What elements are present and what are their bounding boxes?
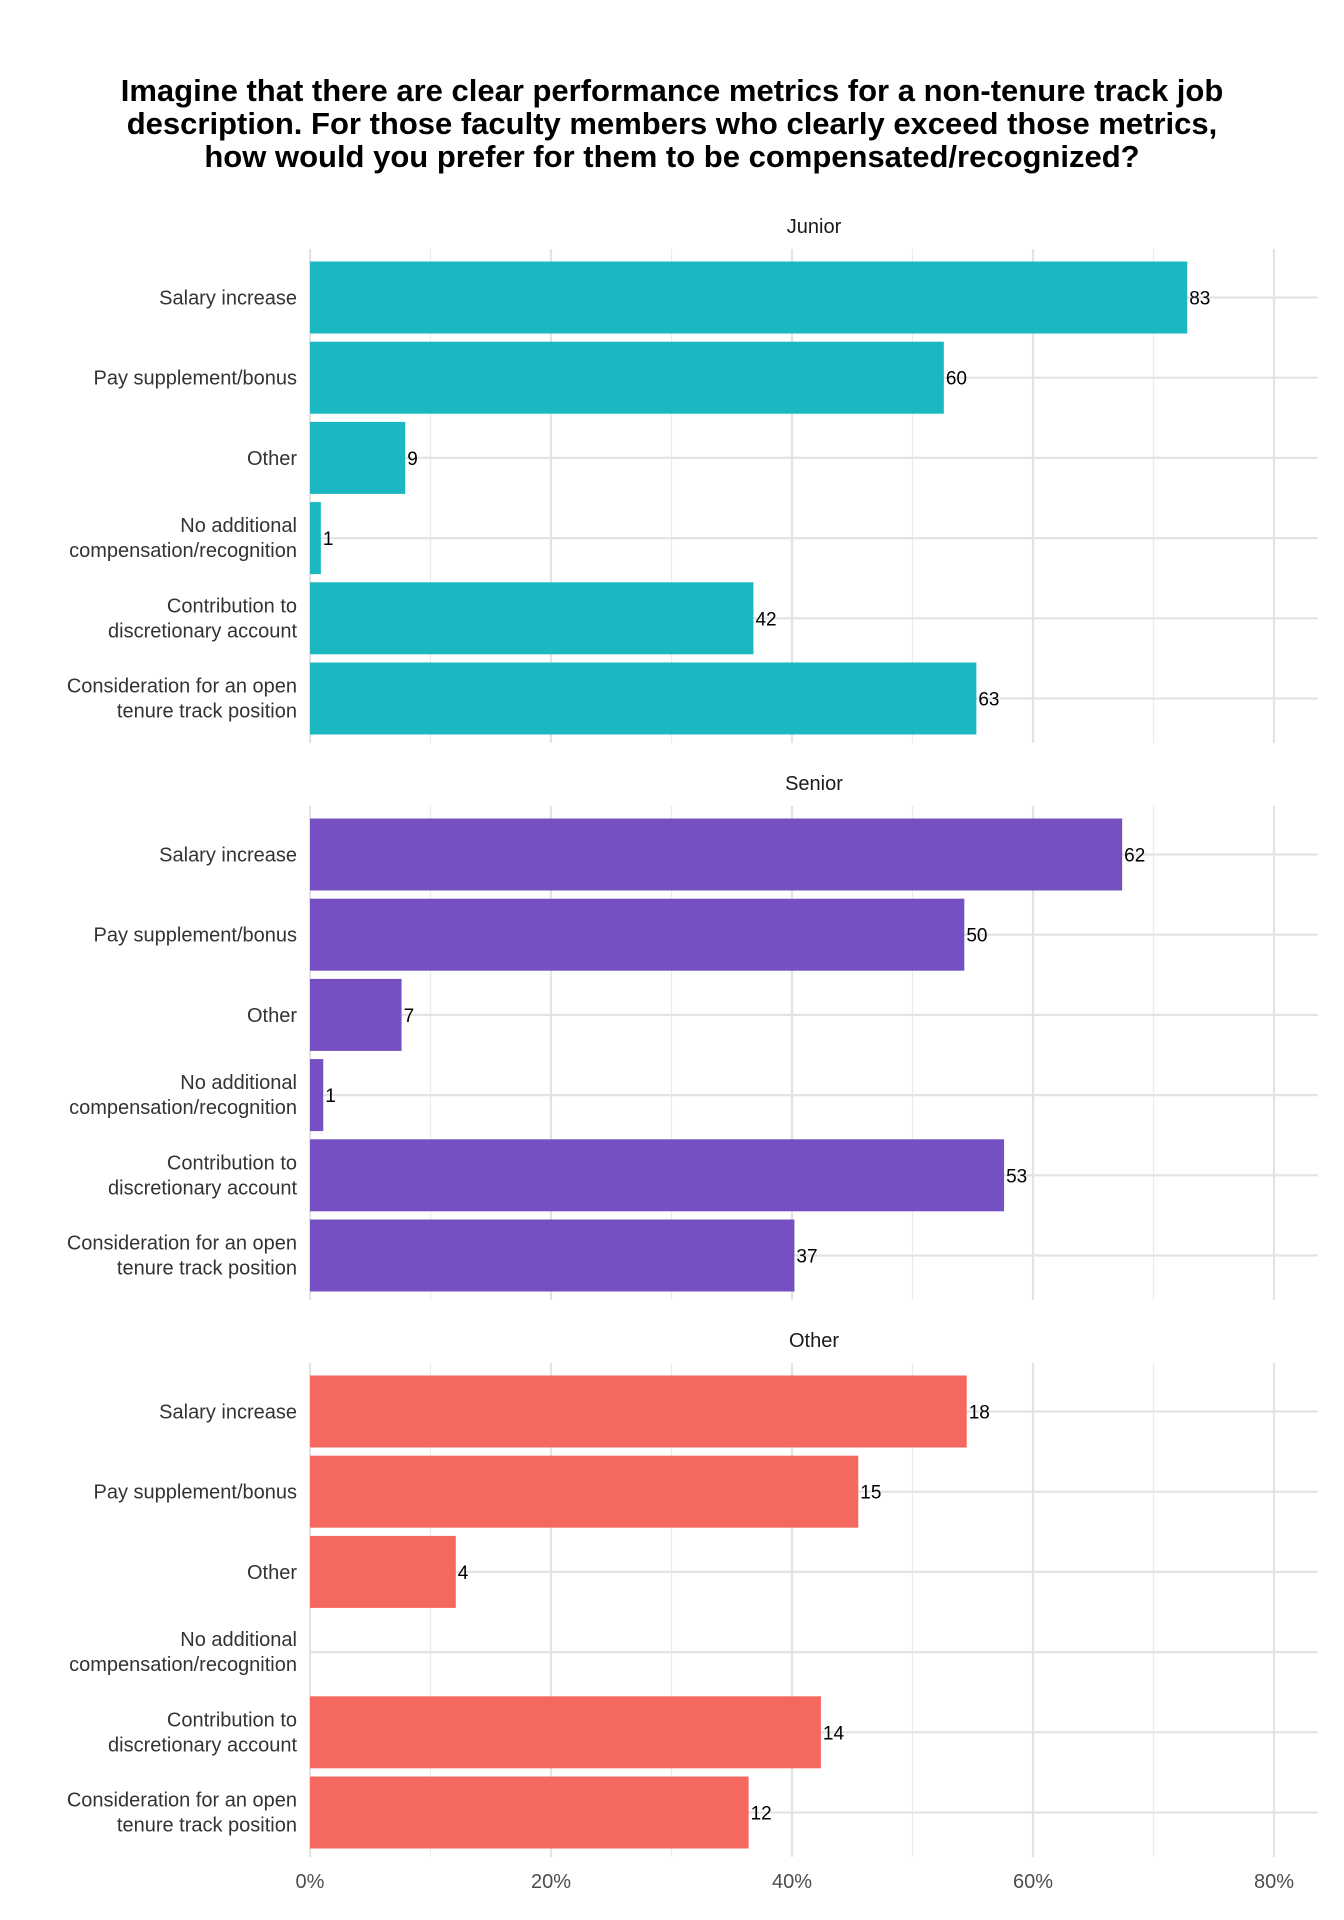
bar [310,261,1188,334]
facet-strip-label: Other [789,1330,839,1352]
category-label: Consideration for an open tenure track po… [67,1233,297,1280]
category-label: Other [247,1562,297,1584]
bar-value-label: 15 [860,1483,881,1504]
category-label: Pay supplement/bonus [94,925,297,947]
x-tick-label: 60% [1013,1871,1053,1893]
bar [310,818,1123,891]
category-label: Contribution to discretionary account [108,1152,297,1199]
bar [310,582,754,655]
bar-value-label: 37 [796,1247,817,1268]
bar [310,662,977,735]
bar-value-label: 1 [323,529,334,550]
bar [310,978,402,1051]
bar-value-label: 12 [751,1804,772,1825]
x-tick-label: 80% [1254,1871,1294,1893]
chart-title-line: Imagine that there are clear performance… [120,73,1224,108]
bar-value-label: 42 [755,609,776,630]
bar [310,1059,324,1132]
bar-value-label: 1 [325,1086,336,1107]
x-tick-label: 0% [296,1871,325,1893]
bar-value-label: 4 [458,1563,469,1584]
bar-value-label: 9 [407,449,418,470]
facet-strip-label: Senior [785,773,843,795]
bar [310,898,965,971]
bar [310,1455,859,1528]
x-tick-label: 20% [531,1871,571,1893]
category-label: Other [247,1005,297,1027]
category-label: No additional compensation/recognition [69,1629,297,1676]
bar-value-label: 50 [966,926,987,947]
bar-value-label: 60 [946,369,967,390]
category-label: No additional compensation/recognition [69,1072,297,1119]
chart-title-line: description. For those faculty members w… [126,106,1218,141]
category-label: Pay supplement/bonus [94,368,297,390]
bar-value-label: 62 [1124,846,1145,867]
category-label: Salary increase [159,288,297,310]
bar-value-label: 83 [1189,289,1210,310]
category-label: No additional compensation/recognition [69,515,297,562]
bar-value-label: 53 [1006,1166,1027,1187]
bar [310,421,406,494]
category-label: Pay supplement/bonus [94,1482,297,1504]
category-label: Consideration for an open tenure track po… [67,676,297,723]
chart-title-line: how would you prefer for them to be comp… [204,139,1140,174]
category-label: Contribution to discretionary account [108,595,297,642]
category-label: Salary increase [159,845,297,867]
bar-value-label: 18 [969,1403,990,1424]
category-label: Salary increase [159,1402,297,1424]
bar [310,1219,795,1292]
bar-value-label: 14 [823,1723,845,1744]
bar [310,1535,456,1608]
bar-value-label: 7 [404,1006,415,1027]
bar [310,1375,967,1448]
chart-title: Imagine that there are clear performance… [0,74,1344,173]
bar [310,1139,1005,1212]
bar [310,1696,821,1769]
bar [310,341,944,414]
bar [310,502,321,575]
category-label: Consideration for an open tenure track po… [67,1790,297,1837]
category-label: Contribution to discretionary account [108,1709,297,1756]
bar [310,1776,749,1849]
bar-value-label: 63 [978,690,999,711]
x-tick-label: 40% [772,1871,812,1893]
category-label: Other [247,448,297,470]
facet-strip-label: Junior [787,216,842,238]
